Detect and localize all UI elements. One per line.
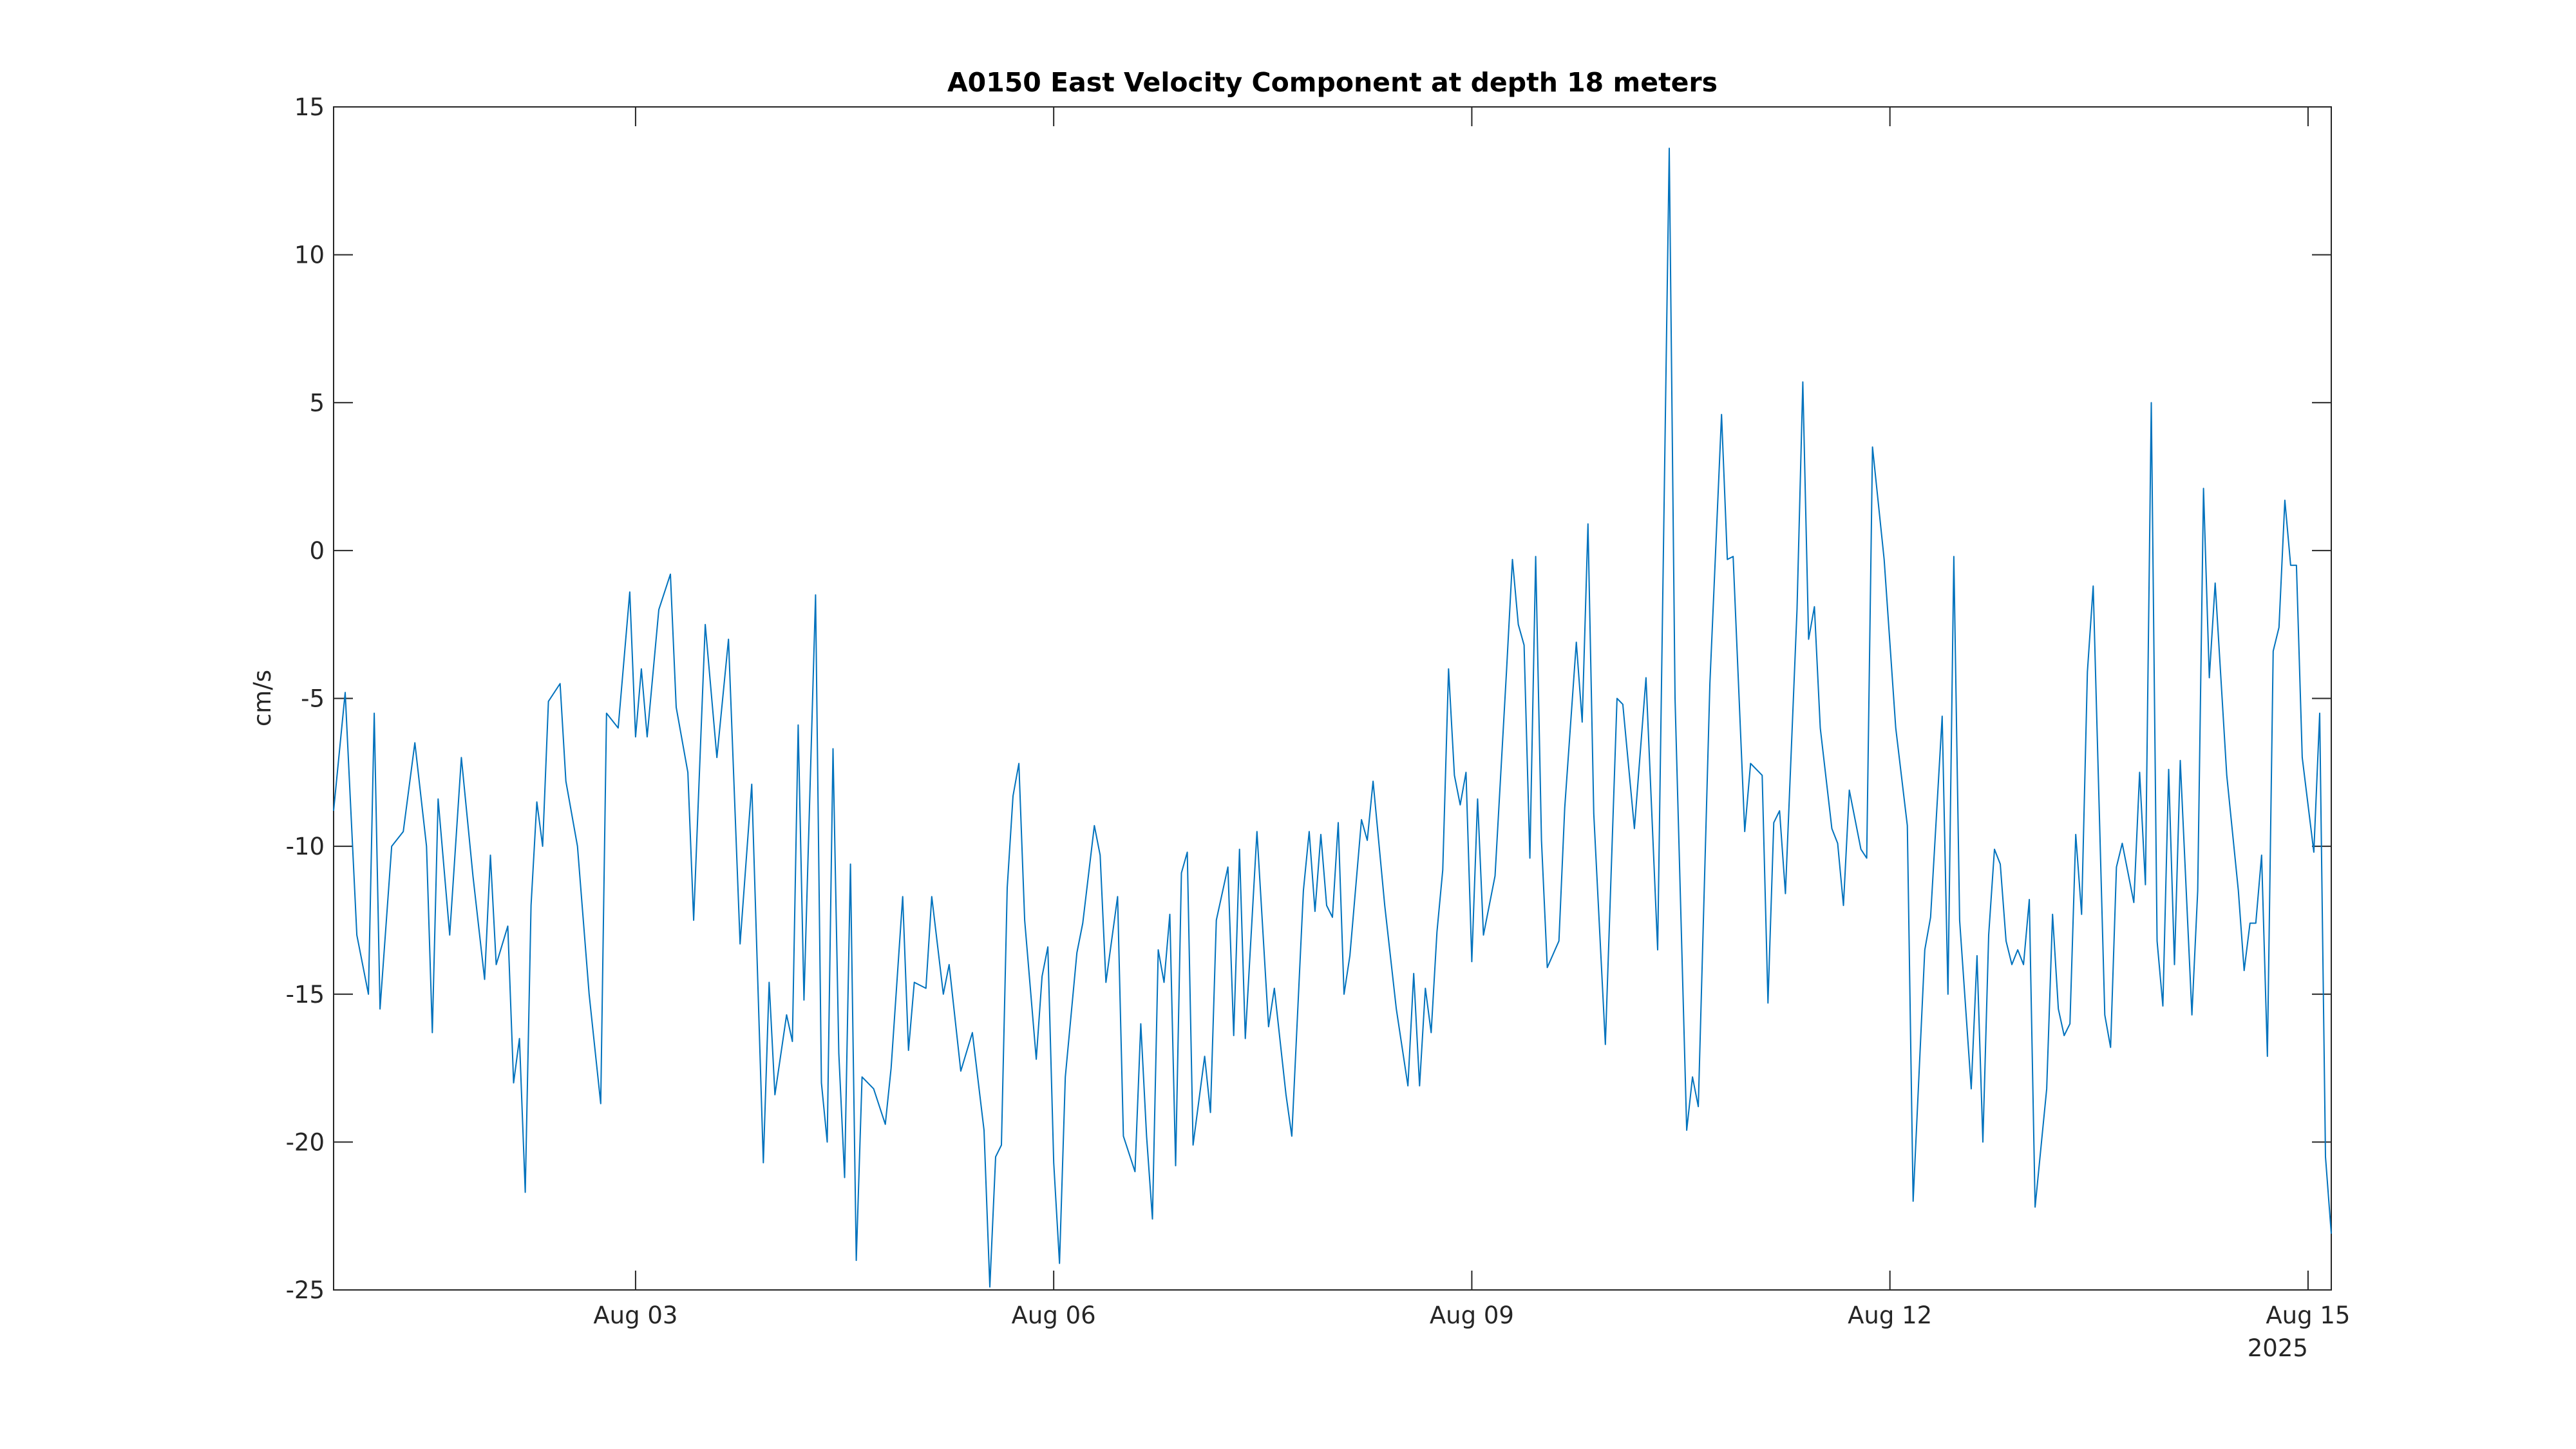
- x-tick-label: Aug 12: [1848, 1302, 1932, 1329]
- y-axis-label: cm/s: [249, 670, 276, 726]
- plot-area: [333, 106, 2332, 1291]
- x-tick-label: Aug 09: [1430, 1302, 1514, 1329]
- y-tick-label: 10: [294, 242, 325, 269]
- y-tick-label: -5: [301, 685, 325, 713]
- y-tick-label: -10: [286, 833, 325, 860]
- y-tick-label: 0: [309, 537, 325, 565]
- y-tick-label: 5: [309, 389, 325, 417]
- x-tick-label: Aug 06: [1012, 1302, 1096, 1329]
- x-axis-year: 2025: [2248, 1334, 2308, 1362]
- y-tick-label: -25: [286, 1276, 325, 1304]
- data-line: [333, 147, 2332, 1288]
- y-tick-label: 15: [294, 93, 325, 121]
- x-tick-label: Aug 03: [593, 1302, 677, 1329]
- y-tick-label: -20: [286, 1128, 325, 1156]
- chart-title: A0150 East Velocity Component at depth 1…: [947, 67, 1718, 98]
- x-tick-label: Aug 15: [2266, 1302, 2350, 1329]
- y-tick-label: -15: [286, 981, 325, 1009]
